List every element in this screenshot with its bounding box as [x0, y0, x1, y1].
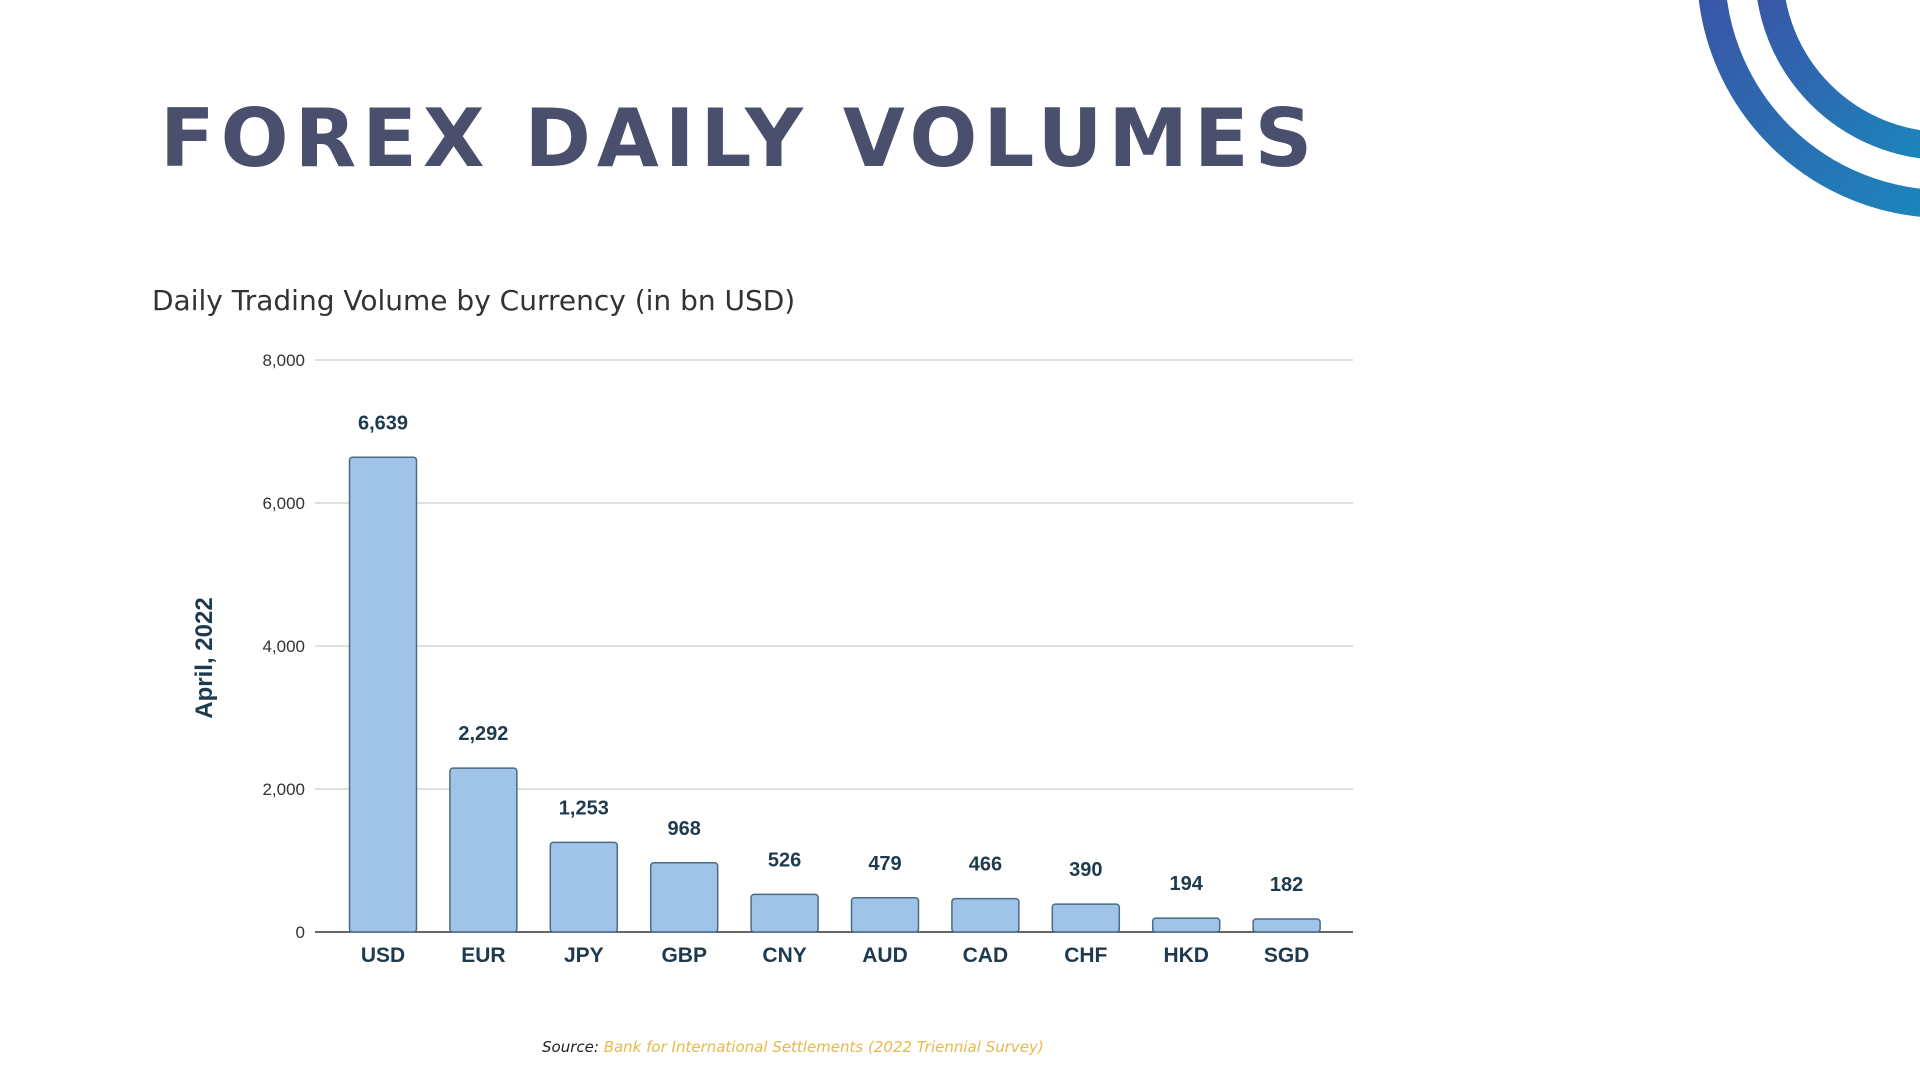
bar-usd: [348, 456, 418, 933]
x-tick-label: GBP: [661, 944, 707, 967]
x-tick-label: CAD: [963, 944, 1009, 967]
x-tick-label: HKD: [1163, 944, 1209, 967]
data-label: 466: [969, 854, 1002, 876]
bar-hkd: [1151, 917, 1221, 933]
data-label: 194: [1170, 873, 1204, 895]
page-title: FOREX DAILY VOLUMES: [160, 92, 1319, 185]
data-label: 182: [1270, 874, 1303, 896]
y-tick-label: 2,000: [262, 780, 305, 799]
data-label: 526: [768, 849, 801, 871]
bar-chf: [1051, 903, 1121, 933]
chart-title: Daily Trading Volume by Currency (in bn …: [152, 284, 796, 317]
data-label: 6,639: [358, 412, 408, 434]
source-prefix: Source:: [542, 1038, 599, 1056]
bar-eur: [449, 767, 518, 933]
data-label: 479: [868, 853, 901, 875]
x-tick-label: EUR: [461, 944, 505, 967]
source-note: Source: Bank for International Settlemen…: [542, 1038, 1044, 1056]
data-label: 1,253: [559, 797, 609, 819]
x-tick-label: CNY: [762, 944, 806, 967]
y-tick-label: 4,000: [262, 637, 305, 656]
x-tick-label: USD: [361, 944, 405, 967]
data-label: 2,292: [458, 723, 508, 745]
source-link[interactable]: Bank for International Settlements (2022…: [603, 1038, 1044, 1056]
y-tick-label: 0: [296, 923, 305, 942]
x-tick-label: CHF: [1064, 944, 1107, 967]
bar-cad: [951, 897, 1020, 933]
bar-sgd: [1252, 918, 1321, 933]
bar-cny: [750, 893, 819, 933]
x-tick-label: AUD: [862, 944, 908, 967]
y-tick-label: 8,000: [262, 351, 305, 370]
bar-gbp: [649, 862, 719, 933]
bar-aud: [850, 897, 920, 933]
y-axis-title: April, 2022: [191, 597, 218, 718]
x-tick-label: JPY: [564, 944, 604, 967]
y-tick-label: 6,000: [262, 494, 305, 513]
x-tick-label: SGD: [1264, 944, 1310, 967]
bar-jpy: [549, 841, 619, 933]
data-label: 968: [668, 818, 701, 840]
data-label: 390: [1069, 859, 1102, 881]
